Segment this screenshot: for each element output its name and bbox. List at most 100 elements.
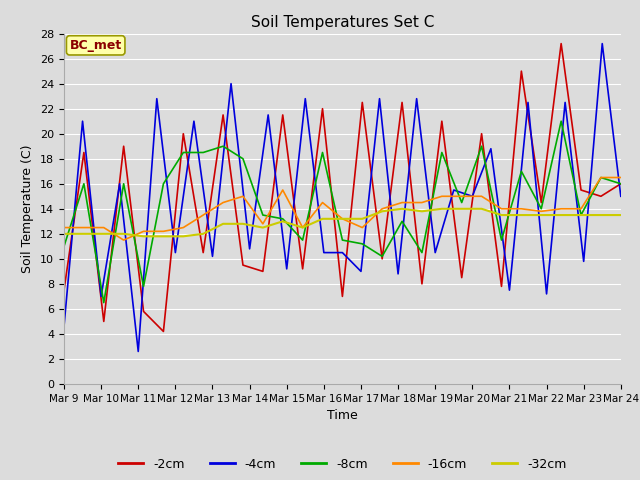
-8cm xyxy=(319,150,326,156)
-16cm xyxy=(358,225,366,230)
-32cm xyxy=(140,233,147,239)
-2cm xyxy=(179,131,187,137)
-32cm xyxy=(239,221,247,227)
-4cm xyxy=(413,96,420,102)
-2cm xyxy=(438,119,445,124)
-16cm xyxy=(80,225,88,230)
-16cm xyxy=(220,200,227,205)
-2cm xyxy=(299,266,307,272)
-8cm xyxy=(100,300,108,306)
-4cm xyxy=(543,291,550,297)
-4cm xyxy=(301,96,309,102)
-8cm xyxy=(80,181,88,187)
-2cm xyxy=(220,112,227,118)
-32cm xyxy=(60,231,68,237)
-16cm xyxy=(279,187,287,193)
-16cm xyxy=(319,200,326,205)
Line: -8cm: -8cm xyxy=(64,121,621,303)
Y-axis label: Soil Temperature (C): Soil Temperature (C) xyxy=(22,144,35,273)
-32cm xyxy=(259,225,267,230)
-2cm xyxy=(239,262,247,268)
-4cm xyxy=(339,250,346,255)
-4cm xyxy=(227,81,235,86)
-4cm xyxy=(79,119,86,124)
-4cm xyxy=(506,287,513,293)
-8cm xyxy=(259,212,267,218)
-32cm xyxy=(100,231,108,237)
-8cm xyxy=(577,212,585,218)
-2cm xyxy=(378,256,386,262)
-2cm xyxy=(339,293,346,300)
-2cm xyxy=(319,106,326,111)
-16cm xyxy=(418,200,426,205)
-4cm xyxy=(153,96,161,102)
-32cm xyxy=(339,216,346,222)
-8cm xyxy=(597,175,605,180)
-16cm xyxy=(518,206,525,212)
-4cm xyxy=(580,258,588,264)
-32cm xyxy=(358,216,366,222)
Line: -32cm: -32cm xyxy=(64,209,621,236)
-4cm xyxy=(561,99,569,105)
-4cm xyxy=(116,181,124,187)
-16cm xyxy=(140,228,147,234)
-32cm xyxy=(477,206,485,212)
-32cm xyxy=(80,231,88,237)
-2cm xyxy=(617,181,625,187)
-4cm xyxy=(394,271,402,277)
-16cm xyxy=(498,206,506,212)
-32cm xyxy=(319,216,326,222)
-16cm xyxy=(597,175,605,180)
-4cm xyxy=(190,119,198,124)
-16cm xyxy=(100,225,108,230)
-32cm xyxy=(458,206,465,212)
-32cm xyxy=(279,218,287,224)
-2cm xyxy=(418,281,426,287)
-32cm xyxy=(538,212,545,218)
-8cm xyxy=(299,237,307,243)
-32cm xyxy=(120,231,127,237)
-16cm xyxy=(179,225,187,230)
-16cm xyxy=(159,228,167,234)
-4cm xyxy=(357,268,365,274)
Legend: -2cm, -4cm, -8cm, -16cm, -32cm: -2cm, -4cm, -8cm, -16cm, -32cm xyxy=(113,453,572,476)
-2cm xyxy=(140,309,147,314)
-4cm xyxy=(376,96,383,102)
-2cm xyxy=(120,144,127,149)
-32cm xyxy=(378,208,386,214)
-8cm xyxy=(378,253,386,259)
-4cm xyxy=(97,293,105,300)
-32cm xyxy=(200,231,207,237)
-4cm xyxy=(524,99,532,105)
-32cm xyxy=(398,206,406,212)
-8cm xyxy=(120,181,127,187)
-4cm xyxy=(617,193,625,199)
-2cm xyxy=(458,275,465,280)
-8cm xyxy=(477,144,485,149)
-32cm xyxy=(498,212,506,218)
-8cm xyxy=(418,250,426,255)
-4cm xyxy=(487,146,495,152)
-8cm xyxy=(498,237,506,243)
-4cm xyxy=(320,250,328,255)
-2cm xyxy=(518,68,525,74)
-4cm xyxy=(172,250,179,255)
-8cm xyxy=(140,284,147,289)
-32cm xyxy=(299,225,307,230)
-2cm xyxy=(279,112,287,118)
-8cm xyxy=(179,150,187,156)
-4cm xyxy=(264,112,272,118)
-4cm xyxy=(246,246,253,252)
-8cm xyxy=(557,119,565,124)
-8cm xyxy=(60,243,68,249)
-8cm xyxy=(458,200,465,205)
-8cm xyxy=(617,181,625,187)
-4cm xyxy=(598,41,606,47)
-4cm xyxy=(283,266,291,272)
-16cm xyxy=(398,200,406,205)
-8cm xyxy=(159,181,167,187)
-32cm xyxy=(597,212,605,218)
-16cm xyxy=(378,206,386,212)
-32cm xyxy=(220,221,227,227)
Text: BC_met: BC_met xyxy=(70,39,122,52)
